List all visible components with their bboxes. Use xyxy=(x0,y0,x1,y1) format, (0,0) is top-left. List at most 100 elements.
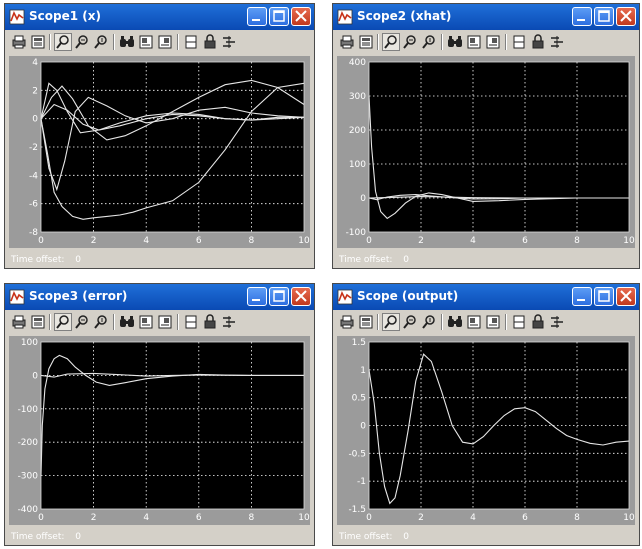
parameters-button[interactable] xyxy=(30,314,46,330)
zoom-y-button[interactable] xyxy=(93,314,109,330)
signal-selector-button[interactable] xyxy=(221,34,237,50)
maximize-button[interactable] xyxy=(594,7,614,26)
lock-axes-button[interactable] xyxy=(202,34,218,50)
restore-axes-button[interactable] xyxy=(485,314,501,330)
plot-area[interactable]: 0 2 4 6 8 10 -100 0 100 200 300 400 xyxy=(337,56,635,248)
autoscale-icon xyxy=(448,316,462,327)
zoom-x-button[interactable] xyxy=(402,34,418,50)
restore-axes-button[interactable] xyxy=(157,34,173,50)
parameters-icon xyxy=(31,35,45,49)
autoscale-button[interactable] xyxy=(119,34,135,50)
close-button[interactable] xyxy=(291,287,311,306)
zoom-x-icon xyxy=(75,315,88,329)
minimize-button[interactable] xyxy=(572,287,592,306)
minimize-button[interactable] xyxy=(572,7,592,26)
print-button[interactable] xyxy=(339,34,355,50)
zoom-icon xyxy=(56,35,69,49)
lock-axes-button[interactable] xyxy=(202,314,218,330)
plot-border xyxy=(368,341,630,510)
autoscale-icon xyxy=(120,36,134,47)
print-button[interactable] xyxy=(339,314,355,330)
signal-selector-button[interactable] xyxy=(549,314,565,330)
parameters-button[interactable] xyxy=(358,34,374,50)
maximize-button[interactable] xyxy=(269,287,289,306)
print-icon xyxy=(12,35,26,49)
scope-plot: 0 2 4 6 8 10 -1.5 -1 -0.5 0 0.5 1 1.5 xyxy=(348,338,635,523)
lock-axes-button[interactable] xyxy=(530,34,546,50)
zoom-icon xyxy=(384,315,397,329)
window-title: Scope3 (error) xyxy=(29,289,128,303)
toolbar-separator xyxy=(49,314,51,330)
signal-selector-button[interactable] xyxy=(221,314,237,330)
minimize-icon xyxy=(577,299,585,301)
maximize-button[interactable] xyxy=(269,7,289,26)
autoscale-button[interactable] xyxy=(447,34,463,50)
plot-area[interactable]: 0 2 4 6 8 10 -1.5 -1 -0.5 0 0.5 1 1.5 xyxy=(337,336,635,525)
y-tick-label: -2 xyxy=(29,143,38,153)
time-offset-label: Time offset: xyxy=(11,532,65,542)
scope-plot: 0 2 4 6 8 10 -400 -300 -200 -100 0 100 xyxy=(18,338,310,523)
title-bar[interactable]: Scope3 (error) xyxy=(5,284,314,310)
y-tick-label: 0 xyxy=(32,115,38,125)
print-button[interactable] xyxy=(11,314,27,330)
minimize-button[interactable] xyxy=(247,7,267,26)
parameters-button[interactable] xyxy=(358,314,374,330)
print-icon xyxy=(340,315,354,329)
save-axes-icon xyxy=(139,315,153,329)
title-bar[interactable]: Scope1 (x) xyxy=(5,4,314,30)
y-tick-label: 200 xyxy=(349,126,366,136)
y-tick-label: -1 xyxy=(357,477,366,487)
signal-selector-button[interactable] xyxy=(549,34,565,50)
floating-scope-button[interactable] xyxy=(511,314,527,330)
zoom-x-icon xyxy=(403,35,416,49)
zoom-y-icon xyxy=(94,315,107,329)
autoscale-button[interactable] xyxy=(447,314,463,330)
x-tick-label: 8 xyxy=(249,236,255,246)
close-button[interactable] xyxy=(291,7,311,26)
zoom-y-button[interactable] xyxy=(421,34,437,50)
zoom-x-button[interactable] xyxy=(402,314,418,330)
maximize-button[interactable] xyxy=(594,287,614,306)
save-axes-button[interactable] xyxy=(466,34,482,50)
y-tick-label: 400 xyxy=(349,58,366,68)
title-bar[interactable]: Scope (output) xyxy=(333,284,639,310)
lock-axes-button[interactable] xyxy=(530,314,546,330)
zoom-y-button[interactable] xyxy=(93,34,109,50)
window-title: Scope1 (x) xyxy=(29,9,101,23)
restore-axes-button[interactable] xyxy=(485,34,501,50)
plot-area[interactable]: 0 2 4 6 8 10 -8 -6 -4 -2 0 2 4 xyxy=(9,56,310,248)
parameters-button[interactable] xyxy=(30,34,46,50)
x-tick-label: 8 xyxy=(574,236,580,246)
restore-axes-icon xyxy=(158,35,172,49)
floating-scope-button[interactable] xyxy=(183,34,199,50)
zoom-button[interactable] xyxy=(54,33,72,51)
series-line-4 xyxy=(40,79,305,141)
parameters-icon xyxy=(359,35,373,49)
title-bar[interactable]: Scope2 (xhat) xyxy=(333,4,639,30)
save-axes-button[interactable] xyxy=(466,314,482,330)
save-axes-button[interactable] xyxy=(138,314,154,330)
minimize-icon xyxy=(252,19,260,21)
x-tick-label: 8 xyxy=(249,513,255,523)
series-line-1 xyxy=(368,95,629,220)
floating-scope-button[interactable] xyxy=(511,34,527,50)
zoom-button[interactable] xyxy=(382,33,400,51)
save-axes-icon xyxy=(467,315,481,329)
zoom-button[interactable] xyxy=(54,313,72,331)
zoom-x-button[interactable] xyxy=(74,34,90,50)
close-button[interactable] xyxy=(616,287,636,306)
print-button[interactable] xyxy=(11,34,27,50)
plot-background xyxy=(369,62,629,232)
zoom-button[interactable] xyxy=(382,313,400,331)
plot-area[interactable]: 0 2 4 6 8 10 -400 -300 -200 -100 0 100 xyxy=(9,336,310,525)
floating-scope-button[interactable] xyxy=(183,314,199,330)
close-button[interactable] xyxy=(616,7,636,26)
restore-axes-button[interactable] xyxy=(157,314,173,330)
autoscale-button[interactable] xyxy=(119,314,135,330)
zoom-y-button[interactable] xyxy=(421,314,437,330)
x-tick-label: 2 xyxy=(91,513,97,523)
zoom-x-button[interactable] xyxy=(74,314,90,330)
minimize-button[interactable] xyxy=(247,287,267,306)
x-tick-label: 10 xyxy=(623,513,635,523)
save-axes-button[interactable] xyxy=(138,34,154,50)
